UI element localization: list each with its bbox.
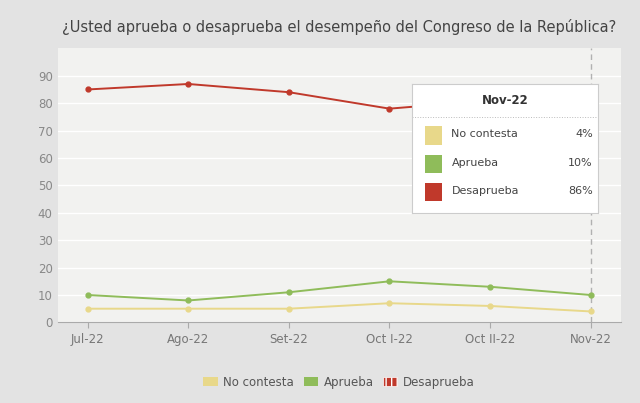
Title: ¿Usted aprueba o desaprueba el desempeño del Congreso de la República?: ¿Usted aprueba o desaprueba el desempeño… <box>62 19 616 35</box>
Legend: No contesta, Aprueba, Desaprueba: No contesta, Aprueba, Desaprueba <box>198 371 480 393</box>
